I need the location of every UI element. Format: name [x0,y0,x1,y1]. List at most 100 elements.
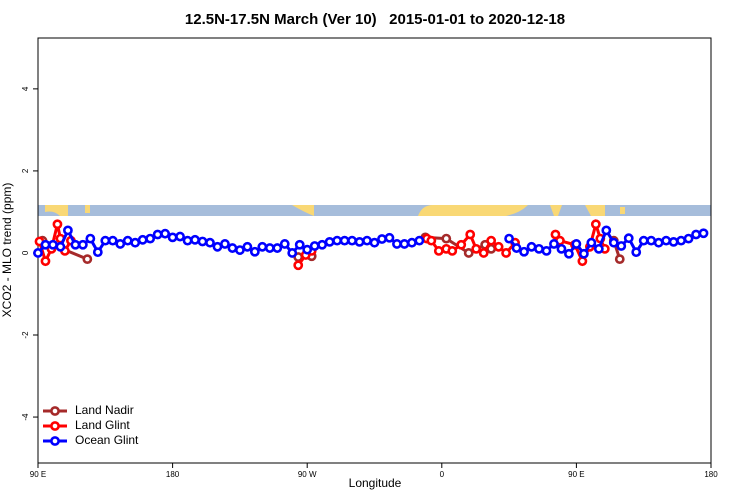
x-tick-label: 180 [704,470,718,479]
series-point [578,248,589,259]
series-point [504,233,514,244]
series-point [683,233,694,244]
series-point [317,239,328,250]
map-strip [38,205,711,216]
series-point [107,235,118,246]
series-point [55,241,66,252]
series-point [182,235,193,246]
series-point [339,235,350,246]
chart-title: 12.5N-17.5N March (Ver 10) 2015-01-01 to… [185,11,565,28]
series-point [478,248,489,258]
series-point [197,236,208,247]
series-point [212,241,223,252]
series-point [332,235,343,246]
series-point [638,235,649,246]
legend-swatch-point [50,406,60,416]
legend-swatch-point [50,436,60,446]
series-point [465,229,476,240]
series-point [564,248,574,259]
series-point [471,243,482,254]
y-tick-label: -2 [21,331,30,339]
series-point [556,243,567,254]
series-point [324,236,335,247]
series-point [122,235,133,246]
series-point [48,239,58,250]
series-point [433,246,444,256]
series-point [646,235,657,246]
series-point [145,233,156,244]
series-point [426,235,437,246]
series-point [616,241,627,251]
x-tick-label: 180 [166,470,180,479]
series-point [272,243,283,253]
series-point [63,225,73,236]
series-point [362,235,372,246]
series-point [493,241,504,252]
y-tick-label: 4 [21,86,30,91]
series-point [137,234,148,245]
series-point [52,219,63,230]
series-point [205,237,215,248]
series-point [456,239,467,250]
series-point [100,235,111,246]
x-tick-label: 90 E [30,470,46,479]
legend-label: Land Glint [75,418,130,432]
series-point [463,248,474,258]
series-point [70,239,81,250]
series-point [85,233,96,244]
series-point [384,232,395,243]
series-point [287,248,298,258]
land [418,205,528,216]
series-point [653,237,664,248]
land [550,205,562,216]
series-point [441,233,452,244]
y-axis-label: XCO2 - MLO trend (ppm) [0,183,14,318]
series-point [534,243,544,254]
series-point [82,254,93,265]
series-point [257,241,268,252]
series-point [264,243,275,253]
series-point [77,239,88,250]
series-point [541,246,552,256]
series-point [571,239,582,249]
y-tick-label: 0 [21,250,30,255]
series-point [279,239,290,249]
series-point [377,234,387,244]
series-point [242,241,253,252]
series-point [623,233,634,244]
series-point [399,239,410,249]
series-point [115,239,126,249]
land [85,205,90,213]
series-point [661,235,672,246]
series-point [354,236,365,247]
series-point [447,246,458,256]
legend-label: Land Nadir [75,403,134,417]
land [585,205,605,216]
series-point [369,237,380,248]
series-point [190,234,200,245]
series-point [691,229,701,240]
series-point [294,239,305,250]
series-point [33,248,43,258]
series-point [152,229,163,240]
series-point [501,248,512,258]
land [620,207,625,214]
x-tick-label: 90 E [568,470,584,479]
series-point [593,243,604,254]
plot-frame [37,37,712,464]
series-point [549,239,559,249]
series-point [92,247,103,258]
legend-swatch-point [50,421,60,431]
ocean-band [38,205,711,216]
series-point [631,247,642,258]
series-point [293,260,304,271]
series-point [519,246,529,257]
series-point [234,245,245,255]
series-point [220,239,230,249]
x-axis-label: Longitude [349,476,402,490]
series-point [40,239,51,250]
legend-label: Ocean Glint [75,433,139,447]
series-point [608,237,619,248]
